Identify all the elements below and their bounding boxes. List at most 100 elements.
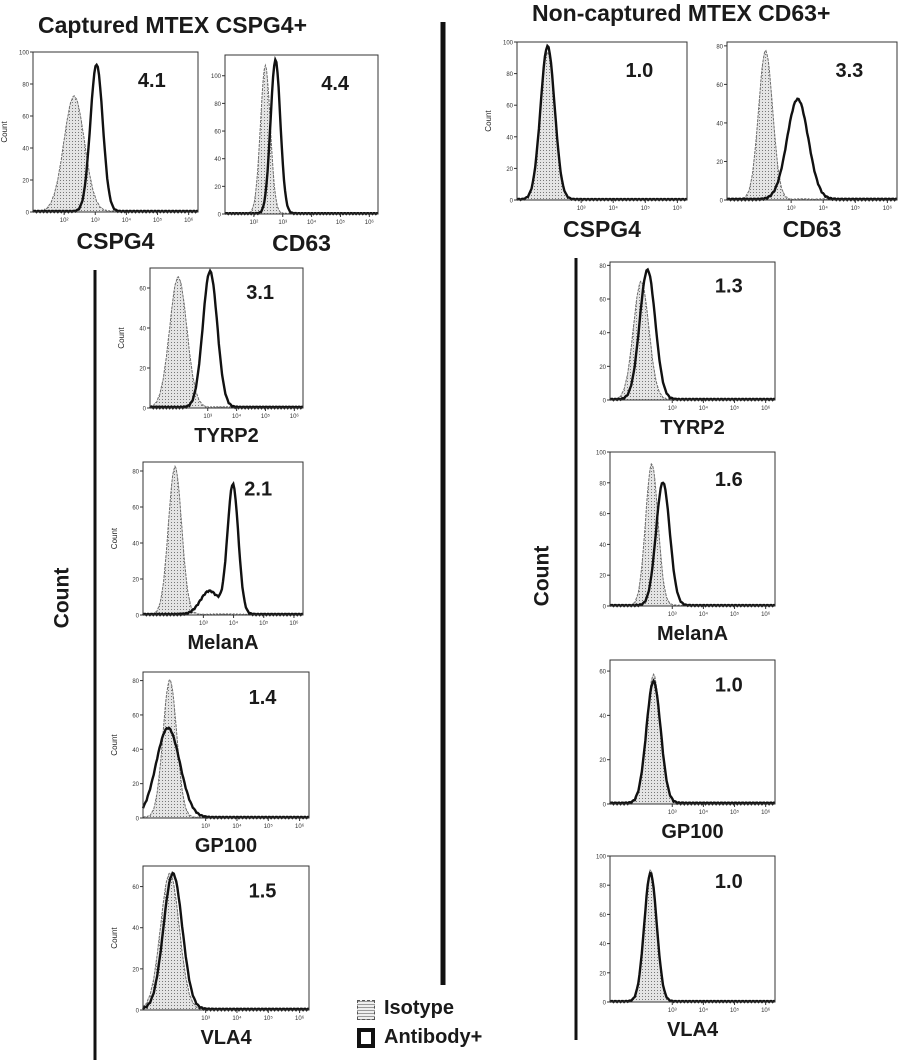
y-tick-label: 60 bbox=[132, 506, 139, 512]
y-tick-label: 20 bbox=[506, 167, 513, 173]
y-tick-label: 0 bbox=[136, 817, 140, 823]
isotype-histogram bbox=[149, 276, 304, 409]
y-tick-label: 20 bbox=[599, 758, 606, 764]
y-tick-label: 40 bbox=[22, 147, 29, 153]
marker-label: TYRP2 bbox=[194, 425, 258, 447]
y-tick-label: 0 bbox=[136, 1009, 140, 1015]
y-tick-label: 60 bbox=[599, 670, 606, 676]
x-tick-label: 10⁴ bbox=[232, 823, 242, 830]
y-tick-label: 60 bbox=[599, 913, 606, 919]
x-tick-label: 10⁴ bbox=[819, 205, 829, 212]
y-tick-label: 40 bbox=[599, 714, 606, 720]
x-tick-label: 10⁶ bbox=[761, 405, 771, 412]
y-tick-label: 0 bbox=[26, 211, 30, 217]
y-tick-label: 40 bbox=[214, 157, 221, 163]
isotype-swatch bbox=[357, 1000, 375, 1020]
isotype-histogram bbox=[31, 95, 199, 213]
plot-frame bbox=[142, 671, 310, 819]
x-tick-label: 10⁴ bbox=[229, 620, 239, 627]
y-axis-label: Count bbox=[117, 327, 126, 349]
y-tick-label: 0 bbox=[720, 199, 724, 205]
plot-frame bbox=[609, 659, 776, 805]
y-tick-label: 20 bbox=[22, 179, 29, 185]
isotype-histogram bbox=[608, 869, 776, 1003]
x-tick-label: 10⁵ bbox=[851, 205, 861, 212]
y-tick-label: 20 bbox=[139, 367, 146, 373]
y-tick-label: 20 bbox=[132, 578, 139, 584]
y-tick-label: 60 bbox=[22, 115, 29, 121]
y-axis-label: Count bbox=[110, 927, 119, 949]
x-tick-label: 10⁵ bbox=[264, 823, 274, 830]
marker-label: CSPG4 bbox=[563, 216, 641, 242]
x-tick-label: 10⁶ bbox=[295, 823, 305, 830]
y-tick-label: 80 bbox=[716, 44, 723, 50]
x-tick-label: 10² bbox=[250, 220, 259, 226]
plot-frame bbox=[32, 51, 199, 213]
y-axis-label: Count bbox=[484, 110, 493, 132]
y-tick-label: 20 bbox=[132, 782, 139, 788]
x-tick-label: 10³ bbox=[668, 612, 677, 618]
x-tick-label: 10³ bbox=[577, 206, 586, 212]
mfi-ratio-label: 3.1 bbox=[246, 282, 274, 304]
marker-label: VLA4 bbox=[200, 1027, 252, 1049]
isotype-histogram bbox=[141, 465, 304, 616]
x-tick-label: 10⁶ bbox=[761, 809, 771, 816]
marker-label: MelanA bbox=[187, 632, 258, 654]
y-tick-label: 20 bbox=[132, 967, 139, 973]
histogram-panel-melana: 0 20 40 60 80 10³ 10⁴ 10⁵ 10⁶ Count 2.1 MelanA bbox=[110, 461, 304, 654]
y-tick-label: 60 bbox=[132, 885, 139, 891]
left-group-title: Captured MTEX CSPG4+ bbox=[38, 12, 308, 38]
y-tick-label: 40 bbox=[506, 135, 513, 141]
x-tick-label: 10⁶ bbox=[289, 620, 299, 627]
x-tick-label: 10⁶ bbox=[761, 1007, 771, 1014]
x-tick-label: 10⁵ bbox=[641, 205, 651, 212]
marker-label: VLA4 bbox=[667, 1019, 719, 1041]
y-tick-label: 80 bbox=[214, 102, 221, 108]
histogram-panel-tyrp2: 0 20 40 60 80 10³ 10⁴ 10⁵ 10⁶ 1.3 TYRP2 bbox=[599, 261, 776, 439]
y-tick-label: 60 bbox=[132, 713, 139, 719]
y-tick-label: 40 bbox=[132, 542, 139, 548]
mfi-ratio-label: 4.1 bbox=[138, 70, 166, 92]
x-tick-label: 10⁴ bbox=[609, 205, 619, 212]
isotype-histogram bbox=[608, 673, 776, 805]
x-tick-label: 10⁵ bbox=[730, 611, 740, 618]
antibody-swatch bbox=[357, 1028, 375, 1048]
mfi-ratio-label: 1.0 bbox=[715, 675, 743, 697]
marker-label: CD63 bbox=[272, 230, 331, 256]
y-tick-label: 0 bbox=[143, 407, 147, 413]
y-axis-label: Count bbox=[110, 734, 119, 756]
y-tick-label: 40 bbox=[139, 327, 146, 333]
histogram-panel-tyrp2: 0 20 40 60 10³ 10⁴ 10⁵ 10⁶ Count 3.1 TYRP2 bbox=[117, 267, 304, 447]
y-tick-label: 60 bbox=[506, 104, 513, 110]
marker-label: CD63 bbox=[783, 216, 842, 242]
mfi-ratio-label: 3.3 bbox=[835, 60, 863, 82]
y-tick-label: 40 bbox=[132, 926, 139, 932]
antibody-histogram bbox=[609, 678, 775, 806]
histogram-panel-vla4: 0 20 40 60 10³ 10⁴ 10⁵ 10⁶ Count 1.5 VLA4 bbox=[110, 865, 310, 1049]
x-tick-label: 10³ bbox=[201, 824, 210, 830]
mfi-ratio-label: 4.4 bbox=[321, 73, 350, 95]
plot-frame bbox=[609, 855, 776, 1003]
isotype-histogram bbox=[223, 63, 379, 215]
x-tick-label: 10³ bbox=[668, 810, 677, 816]
plot-frame bbox=[516, 41, 688, 201]
x-tick-label: 10³ bbox=[91, 218, 100, 224]
y-tick-label: 0 bbox=[510, 199, 514, 205]
isotype-histogram bbox=[142, 679, 310, 819]
isotype-histogram bbox=[725, 49, 898, 201]
x-tick-label: 10⁶ bbox=[184, 217, 194, 224]
x-tick-label: 10⁴ bbox=[232, 413, 242, 420]
x-tick-label: 10⁵ bbox=[336, 219, 346, 226]
x-tick-label: 10⁵ bbox=[261, 413, 271, 420]
y-tick-label: 20 bbox=[214, 185, 221, 191]
x-tick-label: 10⁶ bbox=[883, 205, 893, 212]
isotype-histogram bbox=[608, 280, 776, 401]
x-tick-label: 10⁵ bbox=[730, 809, 740, 816]
y-tick-label: 20 bbox=[599, 365, 606, 371]
histogram-panel-cspg4: 0 20 40 60 80 100 10³ 10⁴ 10⁵ 10⁶ Count 1.0 CSPG4 bbox=[484, 41, 688, 242]
y-tick-label: 0 bbox=[603, 803, 607, 809]
x-tick-label: 10⁵ bbox=[730, 1007, 740, 1014]
x-tick-label: 10³ bbox=[668, 406, 677, 412]
y-tick-label: 20 bbox=[716, 160, 723, 166]
plot-frame bbox=[726, 41, 898, 201]
